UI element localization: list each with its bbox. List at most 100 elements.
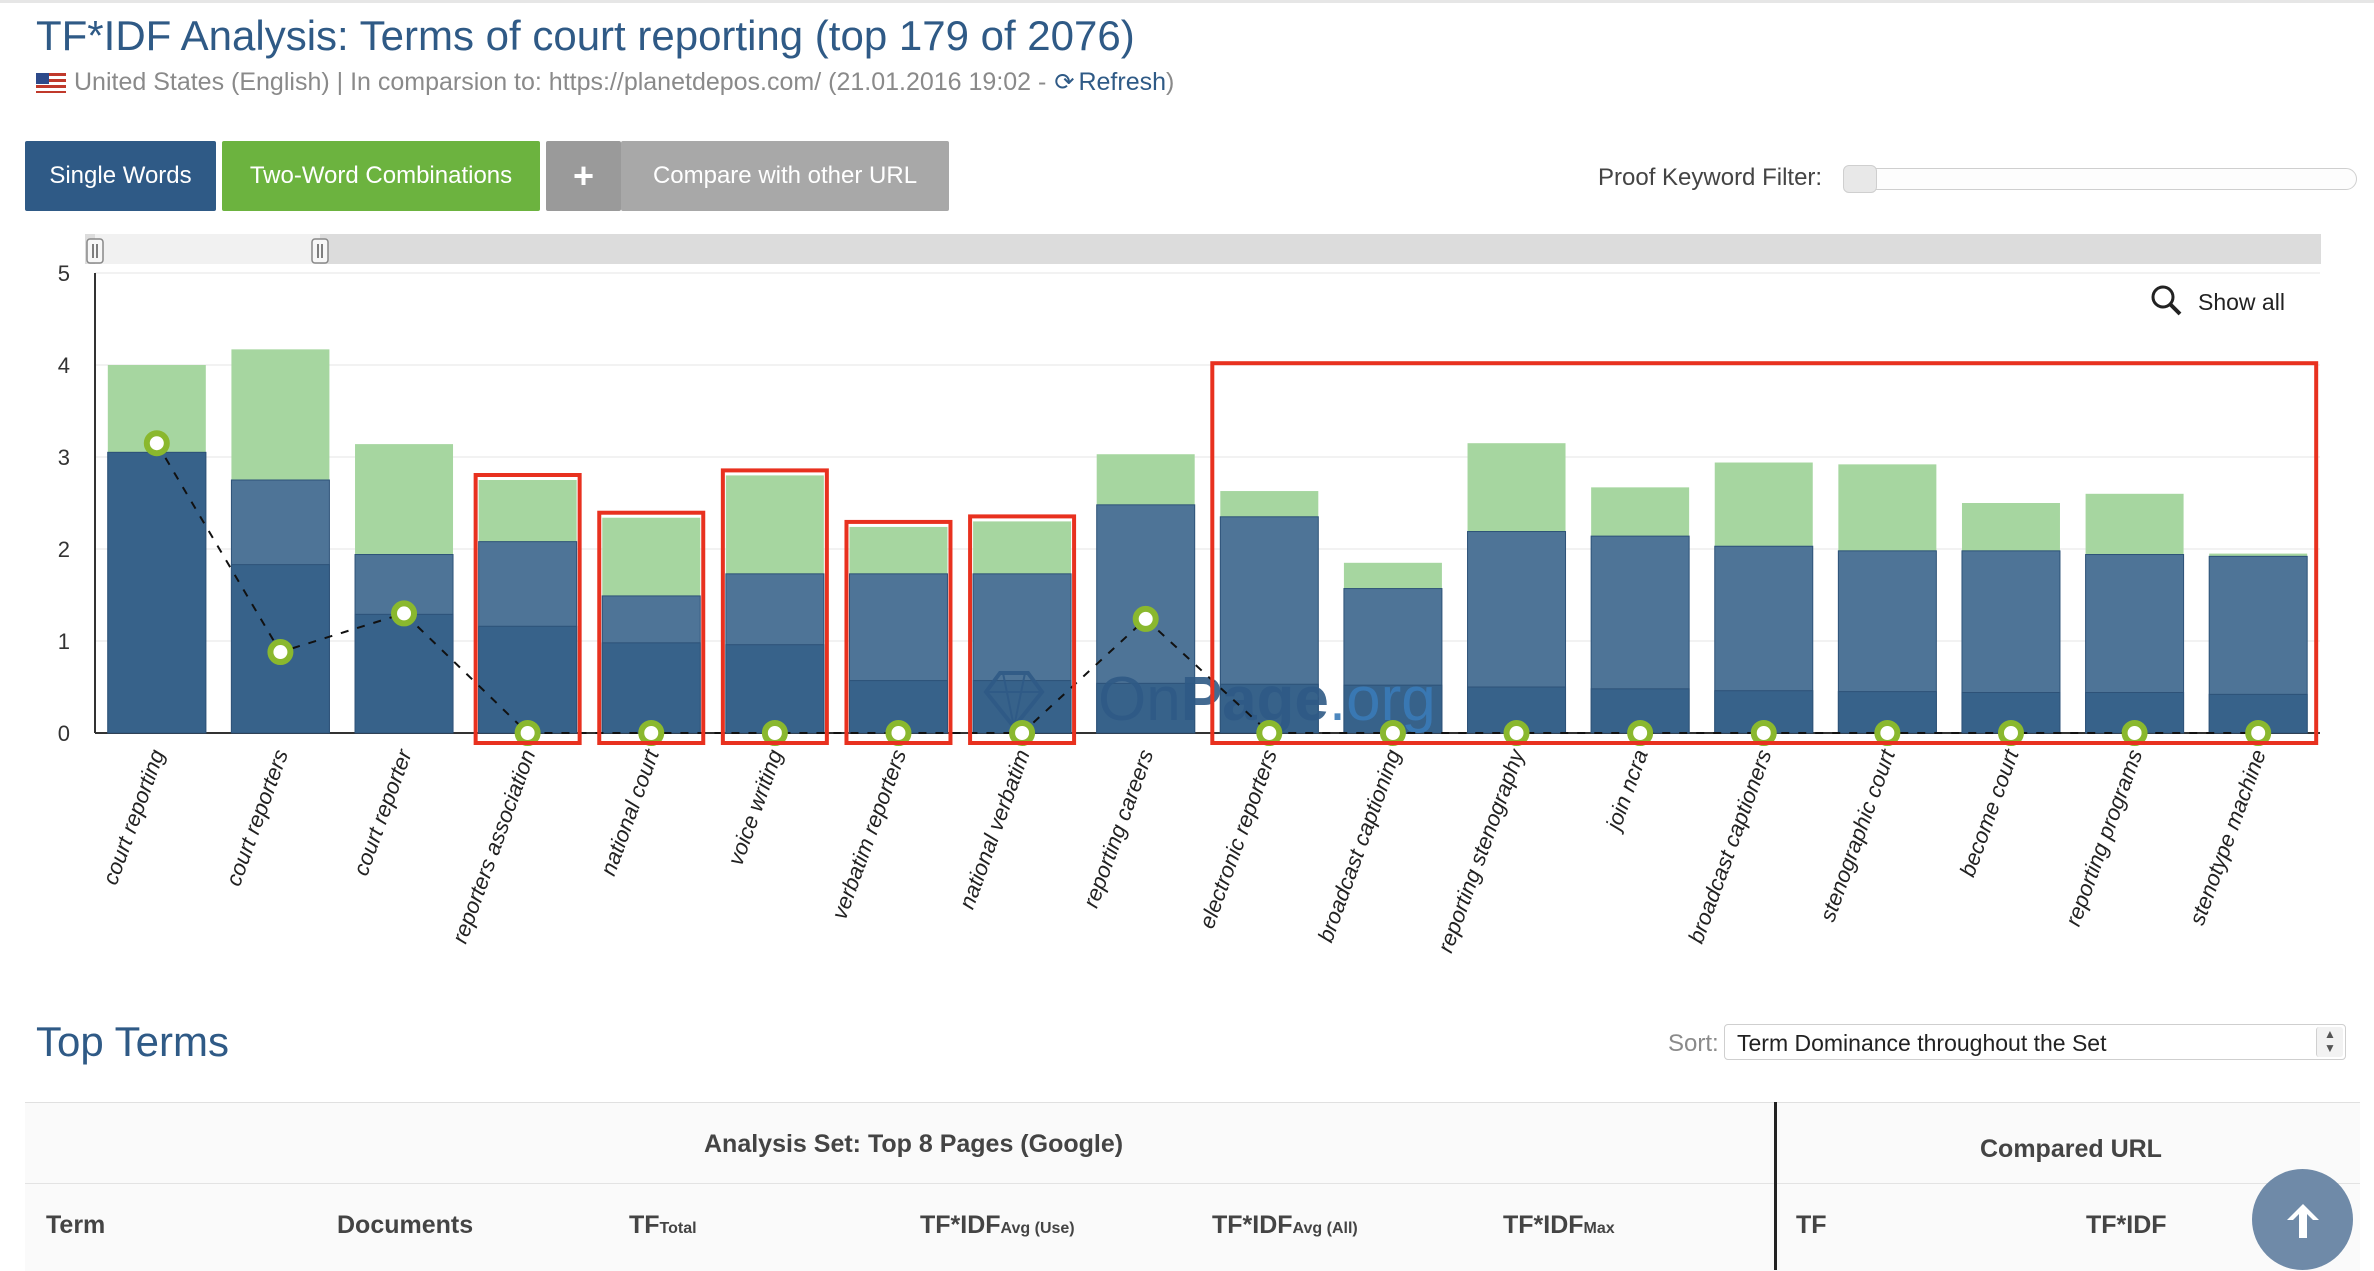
bar-group[interactable]: [601, 517, 701, 734]
compared-url-line: [155, 442, 2259, 734]
x-tick-label: broadcast captioners: [1683, 746, 1776, 946]
compared-url-marker[interactable]: [391, 600, 418, 627]
compared-url-marker[interactable]: [1132, 605, 1159, 632]
y-tick-label: 1: [58, 629, 70, 654]
col-tfidf-avg-all[interactable]: TF*IDFAvg (All): [1212, 1211, 1358, 1239]
highlight-box: [597, 510, 706, 745]
compared-url-marker[interactable]: [2245, 720, 2272, 746]
refresh-link[interactable]: ⟳ Refresh: [1054, 68, 1166, 97]
navigator-right-handle[interactable]: [311, 238, 329, 264]
x-tick-label: voice writing: [723, 745, 788, 868]
bar-group[interactable]: [725, 475, 825, 734]
bar-group[interactable]: [1467, 443, 1567, 734]
bar-group[interactable]: [107, 365, 207, 734]
chart-navigator-window[interactable]: [95, 234, 320, 264]
refresh-close: ): [1166, 68, 1175, 96]
bar-min[interactable]: [107, 451, 207, 734]
bar-group[interactable]: [1837, 464, 1937, 734]
bar-min[interactable]: [601, 642, 701, 734]
comparison-text: | In comparsion to: https://planetdepos.…: [336, 68, 1047, 96]
two-word-combinations-button[interactable]: Two-Word Combinations: [222, 141, 540, 211]
top-terms-title: Top Terms: [36, 1018, 229, 1065]
table-header-divider: [25, 1183, 2360, 1184]
x-tick-label: stenographic court: [1815, 745, 1901, 924]
col-tfidf-max[interactable]: TF*IDFMax: [1503, 1211, 1615, 1239]
chart-navigator[interactable]: [85, 234, 2321, 264]
bar-group[interactable]: [848, 526, 948, 734]
compared-url-marker[interactable]: [267, 639, 294, 666]
bar-group[interactable]: [1961, 503, 2061, 734]
compared-url-marker[interactable]: [514, 720, 541, 746]
compared-url-marker[interactable]: [638, 720, 665, 746]
x-tick-label: become court: [1955, 745, 2024, 880]
x-tick-label: verbatim reporters: [827, 746, 912, 922]
highlight-box: [720, 468, 829, 745]
bar-group[interactable]: [1714, 462, 1814, 734]
select-arrows-icon: ▲ ▼: [2316, 1027, 2343, 1057]
top-terms-table: [25, 1102, 2360, 1271]
compared-url-marker[interactable]: [761, 720, 788, 746]
compared-url-header: Compared URL: [1980, 1135, 2162, 1163]
y-tick-label: 2: [58, 537, 70, 562]
navigator-left-handle[interactable]: [86, 238, 104, 264]
top-border: [0, 0, 2374, 3]
compared-url-marker[interactable]: [885, 720, 912, 746]
bar-group[interactable]: [972, 521, 1072, 734]
bar-group[interactable]: [1343, 562, 1443, 734]
col-term[interactable]: Term: [46, 1211, 106, 1239]
x-tick-label: reporters association: [447, 746, 540, 946]
col-tfidf-avg-use[interactable]: TF*IDFAvg (Use): [920, 1211, 1075, 1239]
compared-url-marker[interactable]: [1874, 720, 1901, 746]
compared-url-marker[interactable]: [1256, 720, 1283, 746]
bar-group[interactable]: [1219, 491, 1319, 734]
add-url-button[interactable]: +: [546, 141, 621, 211]
bar-group[interactable]: [1590, 487, 1690, 734]
bar-group[interactable]: [1096, 454, 1196, 734]
proof-keyword-filter-thumb[interactable]: [1843, 165, 1877, 193]
x-tick-label: court reporter: [348, 745, 417, 879]
compared-url-marker[interactable]: [1379, 720, 1406, 746]
col-documents[interactable]: Documents: [337, 1211, 474, 1239]
locale-label: United States (English): [74, 68, 330, 96]
us-flag-icon: [36, 72, 66, 93]
sort-select[interactable]: Term Dominance throughout the Set ▲ ▼: [1724, 1024, 2346, 1060]
table-group-divider: [1774, 1102, 1777, 1270]
page-title: TF*IDF Analysis: Terms of court reportin…: [36, 12, 1135, 59]
y-tick-label: 5: [58, 261, 70, 286]
highlight-box: [473, 473, 582, 745]
x-tick-label: national court: [595, 745, 664, 879]
bar-min[interactable]: [1096, 682, 1196, 734]
scroll-to-top-button[interactable]: [2252, 1169, 2353, 1270]
compared-url-marker[interactable]: [143, 430, 170, 457]
col-tf-total[interactable]: TFTotal: [629, 1211, 697, 1239]
col-tfidf[interactable]: TF*IDF: [2086, 1211, 2167, 1239]
bar-min[interactable]: [478, 625, 578, 734]
bar-min[interactable]: [354, 613, 454, 734]
compared-url-marker[interactable]: [1627, 720, 1654, 746]
compared-url-marker[interactable]: [1750, 720, 1777, 746]
bar-min[interactable]: [725, 644, 825, 734]
onpage-logo: OnPage.org: [983, 665, 1436, 734]
y-tick-label: 3: [58, 445, 70, 470]
x-tick-label: court reporters: [221, 746, 293, 889]
proof-keyword-filter-slider[interactable]: [1843, 168, 2357, 190]
compared-url-marker[interactable]: [1503, 720, 1530, 746]
compare-url-button[interactable]: Compare with other URL: [621, 141, 949, 211]
bar-group[interactable]: [478, 480, 578, 734]
bar-group[interactable]: [2208, 553, 2308, 734]
show-all-label[interactable]: Show all: [2198, 289, 2285, 315]
y-tick-label: 0: [58, 721, 70, 746]
bar-group[interactable]: [354, 444, 454, 734]
single-words-button[interactable]: Single Words: [25, 141, 216, 211]
compared-url-marker[interactable]: [2121, 720, 2148, 746]
col-tf[interactable]: TF: [1796, 1211, 1827, 1239]
x-tick-label: national verbatim: [954, 746, 1035, 912]
compared-url-marker[interactable]: [1009, 720, 1036, 746]
show-all-button[interactable]: Show all: [2151, 285, 2285, 316]
bar-group[interactable]: [230, 349, 330, 734]
proof-keyword-filter-label: Proof Keyword Filter:: [1598, 164, 1823, 191]
compared-url-marker[interactable]: [1997, 720, 2024, 746]
bar-group[interactable]: [2085, 493, 2185, 734]
highlight-box: [968, 514, 1077, 745]
arrow-up-icon: [2286, 1203, 2319, 1238]
